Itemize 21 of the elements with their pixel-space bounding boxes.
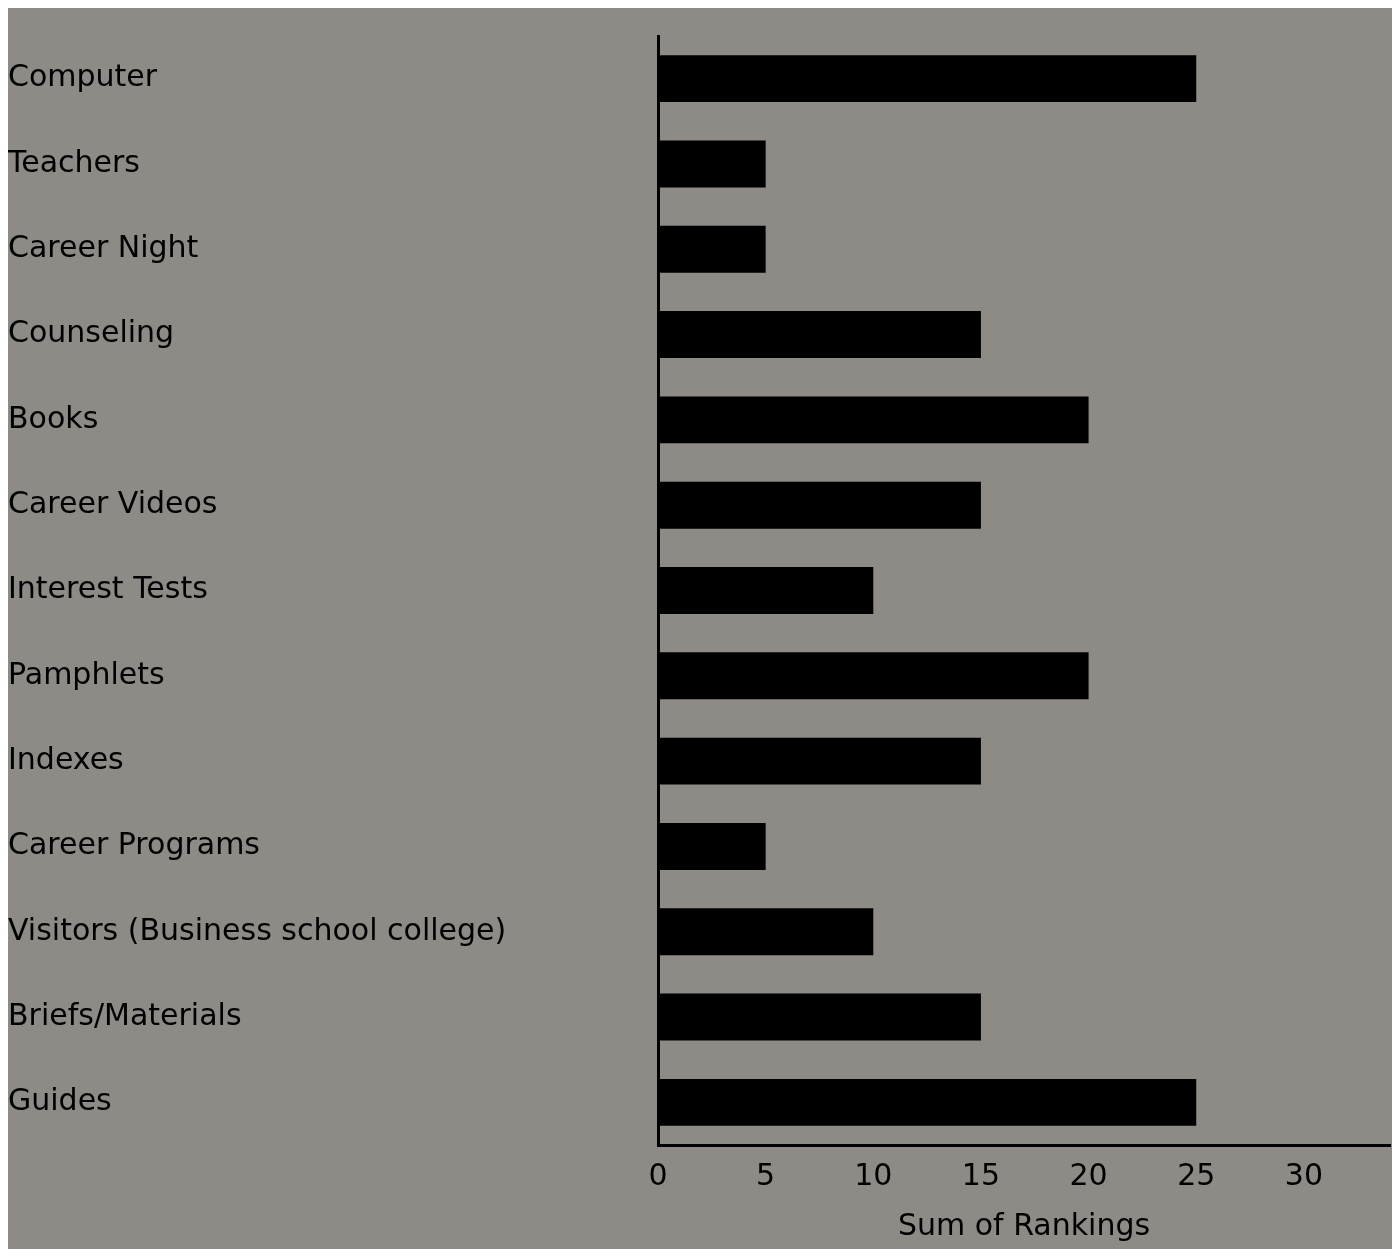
y-tick-label: Interest Tests: [8, 570, 208, 606]
y-tick-label: Teachers: [7, 143, 140, 179]
x-tick-label: 30: [1284, 1156, 1323, 1192]
x-tick-label: 25: [1177, 1156, 1216, 1192]
y-tick-label: Briefs/Materials: [8, 996, 242, 1032]
x-tick-label: 5: [756, 1156, 776, 1192]
y-tick-label: Career Videos: [8, 484, 218, 520]
x-tick-label: 20: [1069, 1156, 1108, 1192]
y-tick-label: Pamphlets: [8, 655, 165, 691]
y-tick-label: Career Programs: [8, 826, 260, 862]
y-tick-label: Visitors (Business school college): [8, 911, 507, 947]
y-tick-label: Guides: [8, 1082, 112, 1118]
x-axis-title: Sum of Rankings: [897, 1206, 1151, 1242]
y-tick-label: Counseling: [8, 314, 175, 350]
y-tick-label: Career Night: [8, 229, 199, 265]
x-tick-label: 0: [648, 1156, 668, 1192]
y-tick-label: Computer: [8, 58, 158, 94]
x-tick-label: 15: [961, 1156, 1001, 1192]
y-tick-label: Indexes: [8, 740, 124, 776]
x-tick-label: 10: [854, 1156, 893, 1192]
y-tick-label: Books: [8, 399, 99, 435]
